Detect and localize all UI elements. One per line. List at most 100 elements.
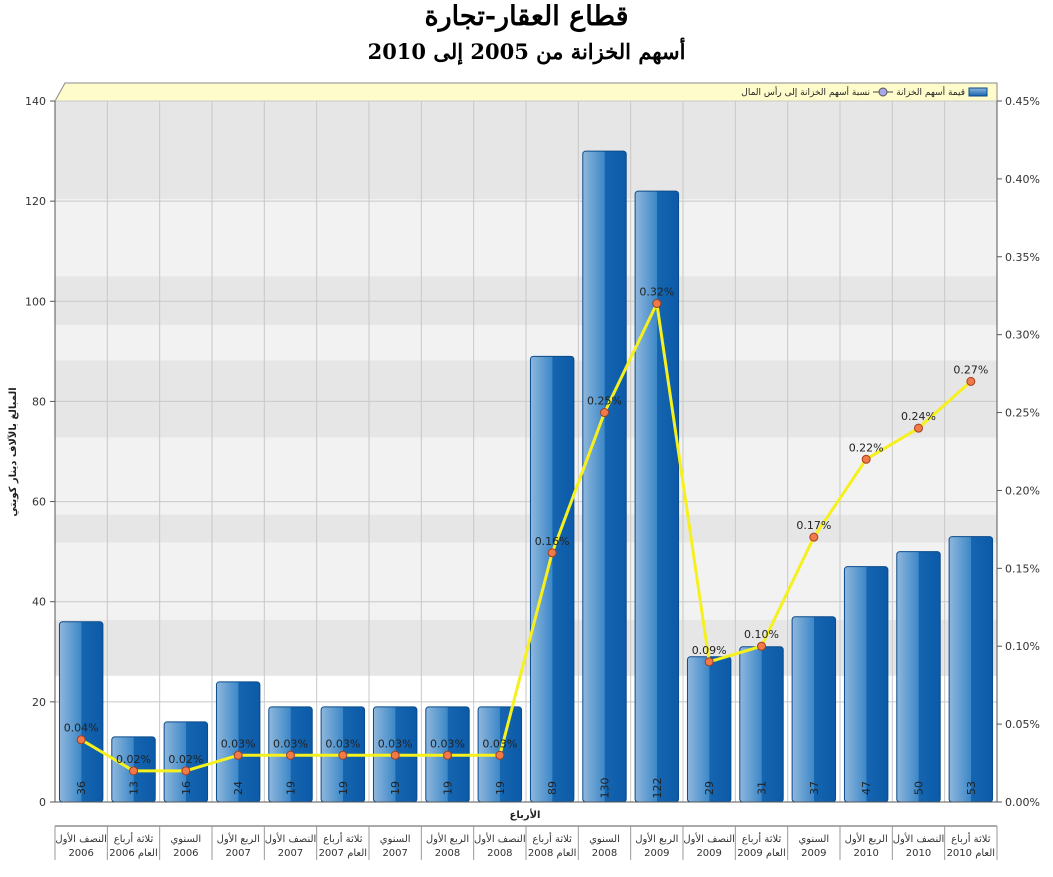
x-tick-label-line2: 2009 (696, 848, 721, 859)
y2-tick-label: 0.15% (1005, 562, 1040, 575)
line-value-label: 0.10% (744, 628, 779, 641)
y-tick-label: 80 (32, 395, 46, 408)
y-axis-label: المبالغ بالآلاف دينار كويتي (7, 387, 19, 516)
x-tick-label-line2: 2006 (68, 848, 93, 859)
y-axis-right: 0.00% 0.05% 0.10% 0.15% 0.20% 0.25% 0.30% 0.35%… (996, 95, 1040, 809)
line-value-label: 0.32% (639, 286, 674, 299)
bar-value-label: 29 (703, 781, 716, 795)
y-axis-left: 0 20 40 60 80 100 120 140 (25, 95, 56, 809)
line-value-label: 0.09% (692, 644, 727, 657)
line-point (390, 750, 400, 760)
y2-tick-label: 0.45% (1005, 95, 1040, 108)
x-tick-label-line2: 2007 (382, 848, 407, 859)
x-tick-label-line1: ثلاثة أرباع (114, 832, 154, 845)
x-tick-label-line2: العام 2010 (947, 848, 996, 859)
line-series: 0.04% 0.02% 0.02% 0.03% 0.03% 0.03% 0.03% 0.03%… (64, 286, 988, 776)
y-tick-label: 100 (25, 295, 46, 308)
x-tick-label-line2: 2008 (487, 848, 512, 859)
bar-value-label: 19 (442, 781, 455, 795)
bar-value-label: 13 (128, 781, 141, 795)
bar-value-label: 53 (965, 781, 978, 795)
x-tick-label-line1: السنوي (380, 834, 411, 845)
x-tick-label-line1: النصف الأول (893, 832, 945, 845)
line-value-label: 0.03% (378, 737, 413, 750)
bar (634, 190, 680, 803)
y2-tick-label: 0.00% (1005, 796, 1040, 809)
line-point (914, 423, 923, 433)
y2-tick-label: 0.40% (1005, 173, 1040, 186)
x-axis: النصف الأول 2006 ثلاثة أرباع العام 2006 السن… (54, 801, 998, 860)
x-tick-label-line1: النصف الأول (474, 832, 526, 845)
y-tick-label: 0 (39, 796, 46, 809)
x-tick-label-line1: الربع الأول (217, 832, 260, 845)
line-point (861, 454, 871, 464)
line-path (80, 298, 972, 773)
y-tick-label: 40 (32, 596, 46, 609)
line-value-label: 0.16% (535, 535, 570, 548)
line-point (757, 641, 766, 651)
line-point (809, 532, 819, 542)
bar-value-label: 89 (546, 781, 559, 795)
x-tick-label-line2: العام 2006 (109, 848, 158, 859)
x-tick-label-line1: السنوي (589, 834, 620, 845)
bar (896, 551, 941, 803)
gridlines (55, 100, 997, 802)
legend: قيمة أسهم الخزانة نسبة أسهم الخزانة إلى ر… (54, 82, 998, 102)
line-value-label: 0.27% (953, 363, 988, 376)
bar (529, 355, 575, 803)
x-tick-label-line2: 2010 (853, 848, 878, 859)
bar-value-label: 36 (75, 781, 88, 795)
bar (948, 536, 994, 803)
line-point (966, 376, 976, 386)
bar (582, 150, 627, 803)
x-tick-label-line1: ثلاثة أرباع (323, 832, 363, 845)
y-tick-label: 20 (32, 696, 46, 709)
line-point (495, 750, 505, 760)
bar-value-label: 19 (337, 781, 350, 795)
bar-value-label: 50 (913, 781, 926, 795)
line-value-label: 0.02% (168, 753, 203, 766)
line-point (286, 750, 295, 760)
legend-entry-line: نسبة أسهم الخزانة إلى رأس المال (741, 86, 870, 98)
bar-value-label: 16 (180, 781, 193, 795)
x-tick-label-line2: 2008 (435, 848, 460, 859)
x-tick-label-line2: 2009 (644, 848, 669, 859)
bar-value-label: 24 (232, 781, 245, 795)
bar-value-label: 19 (494, 781, 507, 795)
x-tick-label-line1: الربع الأول (426, 832, 469, 845)
x-tick-label-line1: السنوي (798, 834, 829, 845)
bar-value-label: 130 (599, 778, 612, 799)
bar-value-label: 19 (285, 781, 298, 795)
bar-value-label: 37 (808, 781, 821, 795)
y2-tick-label: 0.20% (1005, 484, 1040, 497)
bar (686, 656, 732, 803)
x-tick-label-line1: الربع الأول (845, 832, 888, 845)
bar-value-label: 47 (860, 781, 873, 795)
y2-tick-label: 0.30% (1005, 329, 1040, 342)
bar (739, 646, 784, 803)
x-tick-label-line1: ثلاثة أرباع (951, 832, 991, 845)
line-point (547, 548, 557, 558)
line-value-label: 0.03% (430, 737, 465, 750)
line-value-label: 0.24% (901, 410, 936, 423)
bar-series: 36 13 16 24 19 19 19 19 19 89 130 122 29 31 37 47 50 53 (58, 150, 994, 803)
chart-title: قطاع العقار-تجارة (424, 1, 629, 32)
legend-entry-bar: قيمة أسهم الخزانة (896, 86, 965, 98)
line-point (704, 657, 714, 667)
line-value-label: 0.25% (587, 395, 622, 408)
line-value-label: 0.02% (116, 753, 151, 766)
x-tick-label-line2: العام 2009 (737, 848, 786, 859)
bar-value-label: 19 (389, 781, 402, 795)
x-tick-label-line2: 2006 (173, 848, 198, 859)
x-tick-label-line1: الربع الأول (635, 832, 678, 845)
x-tick-label-line2: 2009 (801, 848, 826, 859)
x-tick-label-line1: ثلاثة أرباع (742, 832, 782, 845)
bar-value-label: 122 (651, 778, 664, 799)
line-value-label: 0.17% (796, 519, 831, 532)
legend-bar-swatch (968, 87, 988, 97)
x-tick-label-line2: العام 2008 (528, 848, 577, 859)
x-tick-label-line1: السنوي (170, 834, 201, 845)
line-value-label: 0.03% (273, 737, 308, 750)
line-point (600, 408, 609, 418)
line-point (652, 299, 662, 309)
